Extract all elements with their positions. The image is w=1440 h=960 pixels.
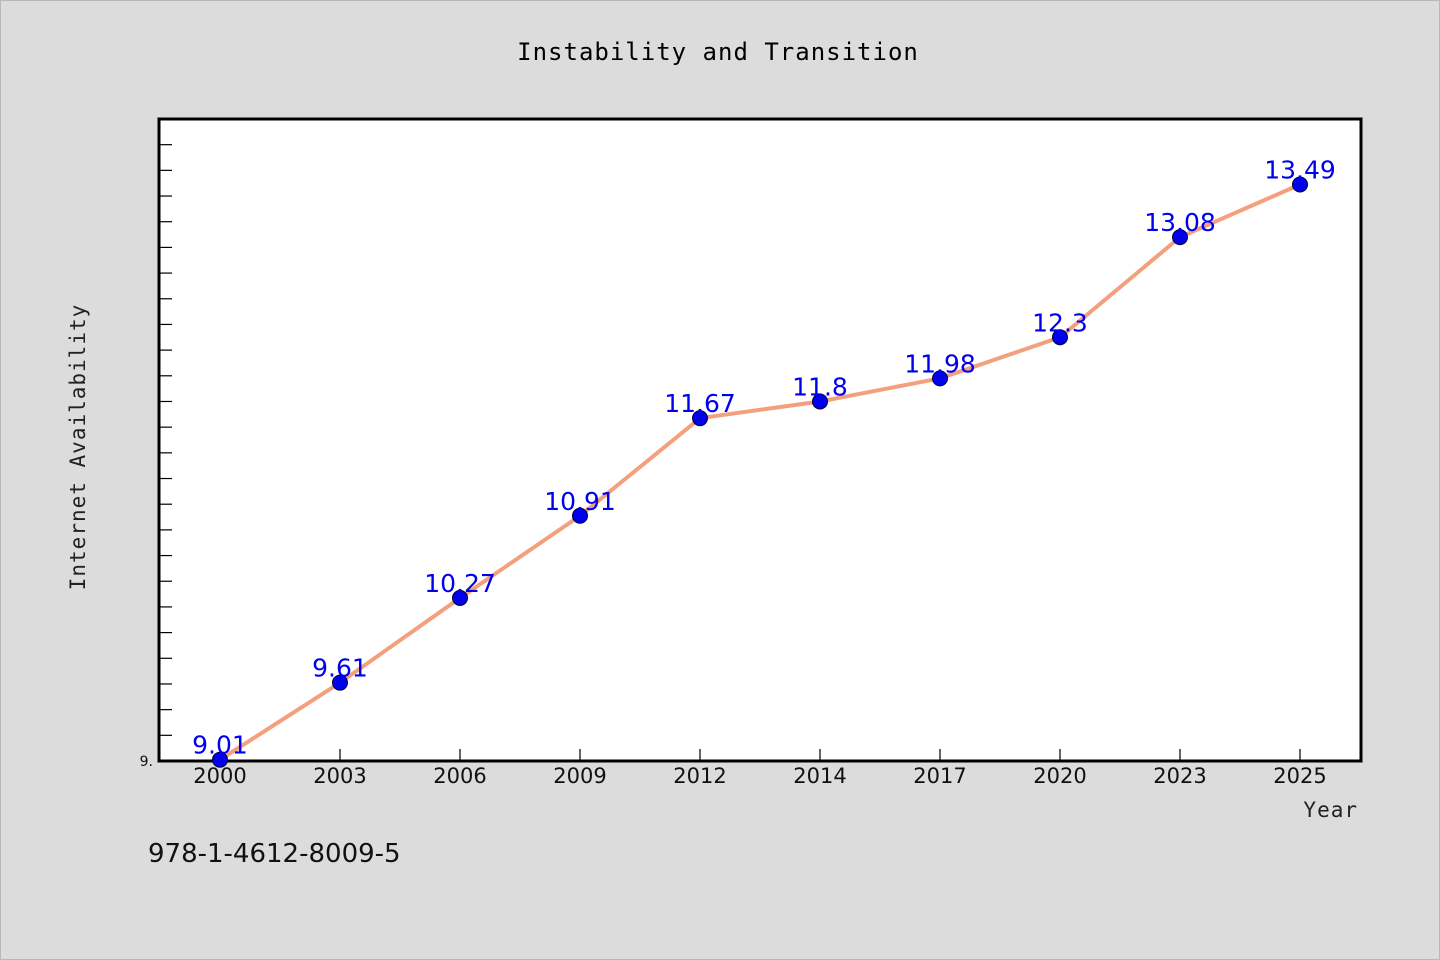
y-tick-label: 9. — [140, 754, 153, 770]
data-label: 9.61 — [312, 654, 368, 683]
x-tick-label: 2025 — [1273, 764, 1326, 788]
x-tick-label: 2000 — [193, 764, 246, 788]
plot-area — [157, 117, 1363, 763]
y-axis-label: Internet Availability — [66, 304, 90, 591]
x-axis-label: Year — [1303, 798, 1358, 822]
x-tick-label: 2012 — [673, 764, 726, 788]
data-label: 10.27 — [424, 569, 496, 598]
x-tick-label: 2009 — [553, 764, 606, 788]
x-tick-label: 2020 — [1033, 764, 1086, 788]
data-label: 11.8 — [792, 372, 848, 401]
isbn-note: 978-1-4612-8009-5 — [148, 839, 401, 869]
data-label: 13.08 — [1144, 208, 1216, 237]
data-labels: 9.01 9.61 10.27 10.91 11.67 11.8 11.98 12.3 13.0… — [192, 155, 1336, 759]
x-tick-label: 2017 — [913, 764, 966, 788]
data-marker — [1172, 229, 1188, 246]
data-label: 11.67 — [664, 389, 736, 418]
x-tick-labels: 2000 2003 2006 2009 2012 2014 2017 2020 2023 2025 — [193, 764, 1326, 788]
series-line — [218, 182, 1302, 762]
data-marker — [812, 393, 828, 410]
data-marker — [1052, 329, 1068, 346]
chart-title: Instability and Transition — [517, 38, 919, 66]
x-tick-label: 2006 — [433, 764, 486, 788]
data-label: 9.01 — [192, 731, 248, 760]
data-label: 10.91 — [544, 487, 616, 516]
data-marker — [572, 507, 588, 524]
data-label: 12.3 — [1032, 308, 1088, 337]
data-marker — [452, 589, 468, 606]
data-marker — [692, 410, 708, 427]
data-marker — [1292, 176, 1308, 193]
x-tick-label: 2023 — [1153, 764, 1206, 788]
y-axis-ticks — [159, 144, 172, 736]
x-tick-label: 2003 — [313, 764, 366, 788]
data-label: 11.98 — [904, 349, 976, 378]
data-marker — [212, 751, 228, 768]
data-markers — [212, 176, 1308, 768]
data-marker — [332, 674, 348, 691]
data-label: 13.49 — [1264, 155, 1336, 184]
data-marker — [932, 370, 948, 387]
x-tick-label: 2014 — [793, 764, 846, 788]
